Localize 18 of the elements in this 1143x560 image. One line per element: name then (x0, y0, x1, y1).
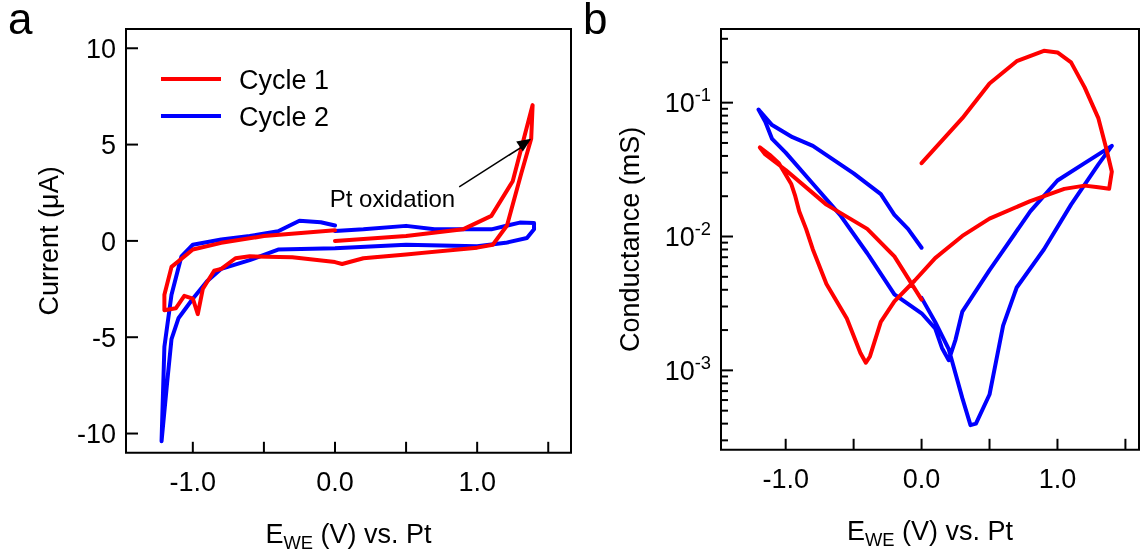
y-axis-title: Current (μA) (34, 166, 64, 316)
y-tick-label: 5 (100, 130, 117, 161)
x-tick-label: 0.0 (902, 463, 941, 494)
chart-title: b (583, 0, 608, 44)
annotation: Pt oxidation (329, 184, 456, 212)
x-tick-label: -1.0 (762, 463, 809, 494)
x-tick-label: -1.0 (169, 466, 217, 497)
x-tick-label: 0.0 (316, 466, 354, 497)
y-tick-label: 0 (100, 226, 117, 257)
y-axis-title: Conductance (mS) (615, 126, 645, 352)
y-tick-label: -10 (76, 419, 117, 450)
y-tick-label: 10 (85, 33, 117, 64)
legend-label: Cycle 1 (239, 65, 330, 95)
x-tick-label: 1.0 (458, 466, 496, 497)
legend-label: Cycle 2 (239, 102, 330, 132)
y-tick-label: -5 (91, 322, 117, 353)
x-tick-label: 1.0 (1038, 463, 1077, 494)
chart-title: a (8, 0, 33, 44)
